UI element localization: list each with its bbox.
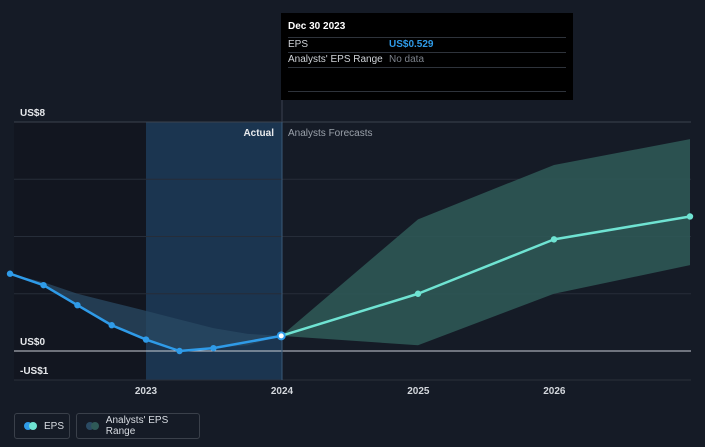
forecast-point-1 [414, 290, 422, 297]
eps-point-4 [142, 336, 150, 343]
forecast-point-3 [686, 213, 694, 220]
x-tick-2024: 2024 [271, 386, 294, 397]
eps-point-7 [276, 331, 286, 341]
actual-label: Actual [243, 128, 274, 139]
tooltip-eps-value: US$0.529 [389, 39, 434, 50]
past-shade [14, 122, 146, 380]
tooltip-eps-label: EPS [288, 39, 309, 50]
eps-forecast-line [280, 215, 691, 338]
eps-point-2 [74, 302, 81, 309]
tooltip-eps-row: EPS US$0.529 [288, 38, 566, 53]
tooltip: Dec 30 2023 EPS US$0.529 Analysts' EPS R… [281, 13, 573, 100]
eps-point-6 [210, 344, 217, 352]
range-band-past [10, 273, 282, 351]
tooltip-range-label: Analysts' EPS Range [288, 54, 383, 65]
y-label-bottom: -US$1 [20, 366, 49, 377]
y-label-zero: US$0 [20, 337, 45, 348]
eps-legend-icon [24, 422, 38, 430]
x-tick-2025: 2025 [407, 386, 430, 397]
legend-range[interactable]: Analysts' EPS Range [76, 413, 200, 439]
legend-eps-label: EPS [44, 420, 65, 432]
forecast-label: Analysts Forecasts [288, 128, 372, 139]
eps-line [9, 272, 282, 353]
eps-point-5 [176, 347, 183, 355]
eps-point-0 [6, 270, 14, 277]
tooltip-range-row: Analysts' EPS Range No data [288, 53, 566, 68]
legend-range-label: Analysts' EPS Range [105, 415, 169, 437]
y-label-top: US$8 [20, 108, 45, 119]
x-tick-2026: 2026 [543, 386, 566, 397]
x-tick-2023: 2023 [135, 386, 158, 397]
legend-eps[interactable]: EPS [14, 413, 70, 439]
eps-point-3 [108, 322, 115, 329]
eps-point-1 [40, 281, 47, 289]
forecast-point-2 [550, 236, 558, 243]
tooltip-range-value: No data [389, 54, 425, 65]
range-legend-icon [86, 422, 100, 430]
tooltip-spacer [288, 68, 566, 92]
tooltip-date: Dec 30 2023 [288, 21, 566, 38]
range-band-forecast [281, 139, 690, 346]
